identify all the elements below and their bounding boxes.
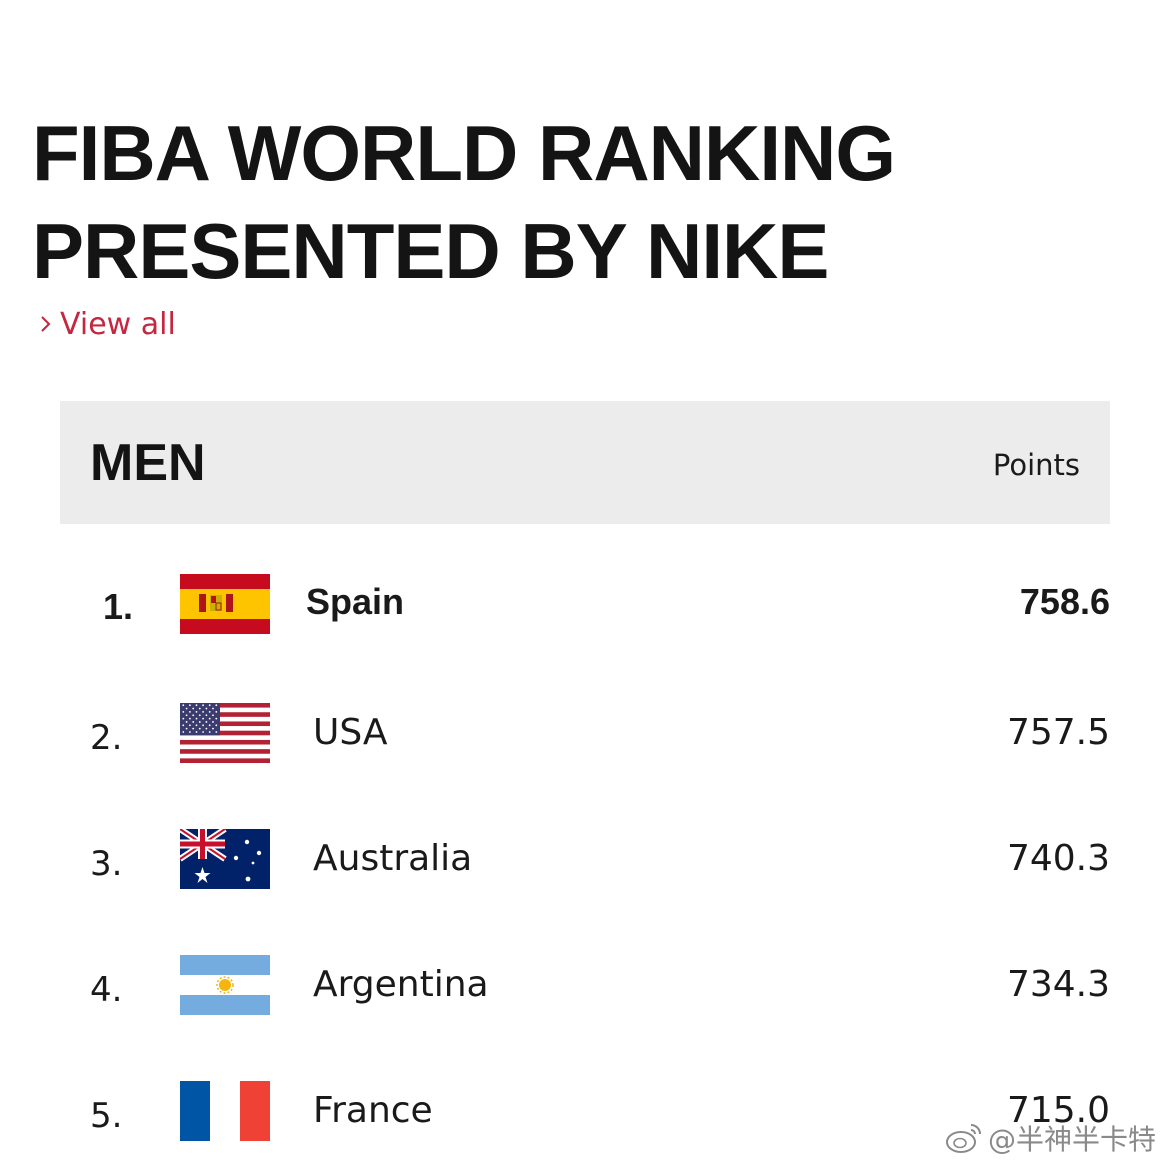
points-value: 757.5	[1006, 712, 1110, 753]
spain-flag-icon	[180, 574, 270, 634]
rank-number: 5.	[90, 1096, 123, 1136]
points-value: 734.3	[1006, 964, 1110, 1005]
view-all-link[interactable]: View all	[36, 304, 176, 344]
ranking-header: MEN Points	[60, 401, 1110, 524]
country-name: Argentina	[313, 964, 489, 1005]
rank-number: 4.	[90, 970, 123, 1010]
country-name: Spain	[306, 581, 405, 622]
category-title: MEN	[90, 434, 206, 492]
ranking-row-spain[interactable]: 1. Spain 758.6	[60, 574, 1110, 644]
country-name: Australia	[313, 838, 473, 879]
rank-number: 1.	[103, 586, 134, 627]
ranking-row-usa[interactable]: 2. USA 757.5	[60, 703, 1110, 773]
ranking-row-argentina[interactable]: 4. Argentina 734.3	[60, 955, 1110, 1025]
ranking-row-france[interactable]: 5. France 715.0	[60, 1081, 1110, 1151]
france-flag-icon	[180, 1081, 270, 1141]
view-all-label: View all	[60, 306, 176, 342]
points-value: 758.6	[1019, 581, 1110, 622]
ranking-row-australia[interactable]: 3. Australia 740.3	[60, 829, 1110, 899]
title-line-1: FIBA WORLD RANKING	[32, 109, 896, 197]
points-value: 715.0	[1006, 1090, 1110, 1131]
country-name: France	[313, 1090, 433, 1131]
rank-number: 2.	[90, 718, 123, 758]
usa-flag-icon	[180, 703, 270, 763]
country-name: USA	[313, 712, 388, 753]
argentina-flag-icon	[180, 955, 270, 1015]
points-value: 740.3	[1006, 838, 1110, 879]
page-title: FIBA WORLD RANKING PRESENTED BY NIKE	[32, 104, 896, 300]
watermark: @半神半卡特	[944, 1118, 1156, 1158]
chevron-right-icon	[41, 316, 51, 332]
rank-number: 3.	[90, 844, 123, 884]
title-line-2: PRESENTED BY NIKE	[32, 207, 829, 295]
watermark-text: @半神半卡特	[987, 1123, 1156, 1156]
australia-flag-icon	[180, 829, 270, 889]
weibo-icon	[945, 1124, 981, 1153]
points-column-header: Points	[992, 448, 1080, 482]
